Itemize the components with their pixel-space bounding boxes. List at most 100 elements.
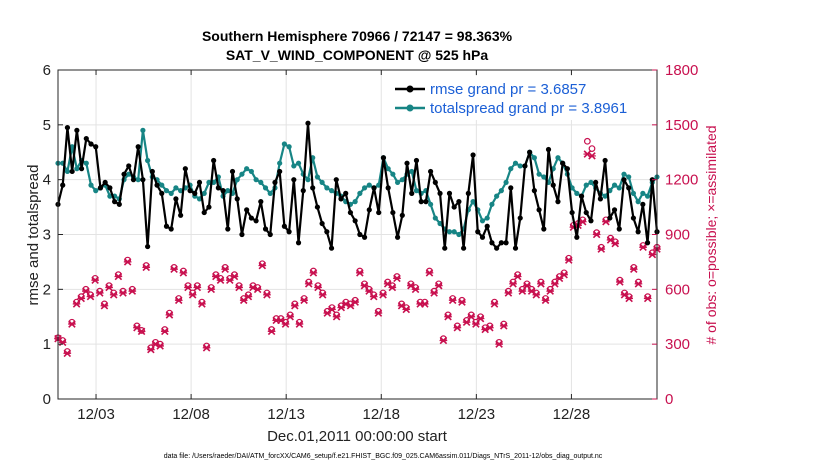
y-right-tick-label: 600	[665, 281, 690, 298]
data-point-totalspread	[437, 220, 443, 227]
data-point-totalspread	[239, 171, 245, 177]
x-tick-label: 12/28	[553, 406, 591, 423]
data-point-rmse	[390, 209, 396, 216]
data-point-rmse	[178, 212, 184, 218]
obs-assimilated-marker	[402, 305, 411, 314]
data-point-totalspread	[135, 177, 141, 183]
obs-assimilated-marker	[425, 269, 434, 277]
data-point-rmse	[248, 215, 254, 221]
obs-assimilated-marker	[564, 256, 573, 264]
data-point-rmse	[371, 185, 377, 191]
obs-assimilated-marker	[142, 263, 151, 272]
data-point-rmse	[111, 199, 118, 205]
obs-assimilated-marker	[462, 318, 471, 326]
data-point-rmse	[102, 179, 108, 186]
obs-assimilated-marker	[532, 291, 541, 299]
data-point-rmse	[163, 223, 170, 229]
data-point-rmse	[116, 201, 122, 207]
data-point-rmse	[135, 144, 141, 150]
data-point-rmse	[154, 182, 160, 188]
obs-assimilated-marker	[411, 285, 420, 294]
data-point-rmse	[409, 190, 415, 196]
data-point-rmse	[145, 243, 151, 250]
data-point-totalspread	[244, 166, 250, 172]
y-tick-label: 6	[43, 62, 51, 79]
data-point-totalspread	[503, 179, 509, 186]
data-point-rmse	[522, 163, 528, 169]
data-point-totalspread	[385, 166, 391, 172]
obs-assimilated-marker	[230, 272, 239, 281]
x-tick-label: 12/18	[362, 406, 400, 423]
data-point-rmse	[88, 141, 94, 147]
data-point-totalspread	[357, 190, 363, 196]
data-point-totalspread	[361, 185, 368, 191]
data-file-footer: data file: /Users/raeder/DAI/ATM_forcXX/…	[164, 453, 603, 460]
data-point-totalspread	[328, 188, 335, 194]
data-point-rmse	[456, 199, 462, 205]
obs-assimilated-marker	[611, 239, 620, 248]
data-point-rmse	[597, 196, 604, 202]
obs-assimilated-marker	[360, 281, 369, 290]
y-tick-label: 2	[43, 281, 51, 298]
data-point-rmse	[635, 229, 641, 235]
data-point-totalspread	[74, 166, 80, 172]
obs-assimilated-marker	[314, 283, 322, 292]
data-point-rmse	[437, 190, 443, 196]
obs-assimilated-marker	[546, 287, 555, 295]
data-point-rmse	[201, 209, 207, 216]
data-point-totalspread	[640, 190, 646, 196]
data-point-rmse	[187, 188, 193, 194]
data-point-rmse	[366, 207, 372, 213]
obs-assimilated-marker	[374, 309, 383, 317]
data-point-rmse	[380, 155, 387, 161]
data-point-rmse	[182, 166, 188, 172]
obs-assimilated-marker	[95, 289, 104, 297]
obs-assimilated-marker	[258, 261, 267, 270]
obs-assimilated-marker	[648, 250, 657, 259]
data-point-rmse	[78, 166, 85, 172]
data-point-rmse	[291, 177, 297, 183]
obs-assimilated-marker	[351, 298, 360, 306]
data-point-rmse	[267, 231, 273, 238]
obs-assimilated-marker	[379, 291, 387, 299]
data-point-rmse	[385, 185, 391, 191]
data-point-rmse	[295, 240, 302, 246]
data-point-totalspread	[517, 163, 523, 169]
data-point-rmse	[451, 204, 457, 210]
obs-assimilated-marker	[467, 312, 476, 321]
obs-assimilated-marker	[332, 312, 341, 321]
data-point-rmse	[130, 177, 137, 183]
data-point-totalspread	[413, 188, 420, 194]
data-point-totalspread	[201, 190, 207, 196]
obs-assimilated-marker	[476, 314, 485, 323]
data-point-rmse	[159, 190, 165, 196]
data-point-totalspread	[366, 182, 372, 188]
data-point-totalspread	[555, 155, 561, 161]
obs-assimilated-marker	[592, 230, 601, 239]
obs-assimilated-marker	[597, 245, 606, 253]
obs-assimilated-marker	[616, 278, 624, 286]
data-point-rmse	[93, 144, 99, 150]
data-point-rmse	[489, 240, 495, 246]
x-axis-label: Dec.01,2011 00:00:00 start	[267, 428, 448, 445]
data-point-rmse	[281, 223, 287, 229]
data-point-totalspread	[324, 185, 330, 191]
data-point-rmse	[607, 215, 613, 221]
data-point-totalspread	[286, 144, 292, 150]
data-point-totalspread	[69, 144, 75, 150]
series-assimilated	[54, 150, 661, 358]
data-point-totalspread	[234, 177, 240, 183]
data-point-totalspread	[574, 190, 580, 196]
data-point-totalspread	[277, 160, 283, 166]
obs-assimilated-marker	[119, 289, 127, 297]
data-point-rmse	[413, 157, 420, 164]
data-point-rmse	[74, 127, 80, 133]
data-point-totalspread	[456, 231, 462, 238]
data-point-rmse	[446, 190, 453, 196]
data-point-rmse	[121, 171, 127, 177]
data-point-totalspread	[225, 188, 231, 194]
obs-assimilated-marker	[504, 289, 513, 297]
data-point-rmse	[352, 218, 358, 224]
data-point-totalspread	[399, 177, 405, 183]
data-point-totalspread	[83, 160, 89, 166]
